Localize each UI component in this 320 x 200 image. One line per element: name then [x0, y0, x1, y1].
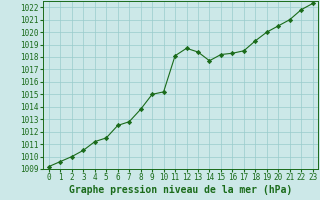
X-axis label: Graphe pression niveau de la mer (hPa): Graphe pression niveau de la mer (hPa): [69, 185, 292, 195]
